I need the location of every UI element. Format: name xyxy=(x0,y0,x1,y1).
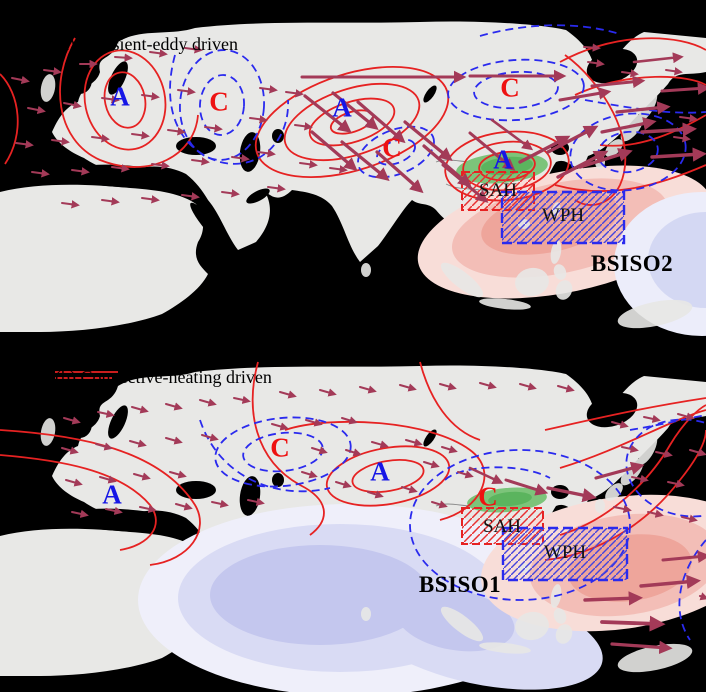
panel-a-cyclone-1: C xyxy=(209,86,229,117)
panel-b-mode-label: BSISO1 xyxy=(418,572,502,597)
wph-box-a xyxy=(500,190,626,245)
panel-a-cyclone-3: C xyxy=(500,72,520,103)
panel-a-title: (a) Transient-eddy driven xyxy=(55,34,238,54)
panel-a-mode-label: BSISO2 xyxy=(590,251,674,276)
panel-a-anticyclone-2: A xyxy=(332,92,352,123)
panel-b-wph-label: WPH xyxy=(543,542,587,563)
panel-a-sah-label: SAH xyxy=(478,180,518,201)
panel-a-anticyclone-3: A xyxy=(493,144,513,175)
wph-box-b xyxy=(501,526,629,582)
panel-b-cyclone-2: C xyxy=(478,481,498,512)
wave-activity-arrows xyxy=(11,43,706,655)
panel-a-anticyclone-1: A xyxy=(110,81,130,112)
panel-a-wph-label: WPH xyxy=(541,205,585,226)
panel-b-title: (b) Convective-heating driven xyxy=(55,367,272,387)
panel-b-anticyclone-2: A xyxy=(370,456,390,487)
panel-a-cyclone-2: C xyxy=(382,132,402,163)
panel-b-cyclone-1: C xyxy=(270,432,290,463)
panel-b-sah-label: SAH xyxy=(482,516,522,537)
panel-b-anticyclone-1: A xyxy=(102,479,122,510)
